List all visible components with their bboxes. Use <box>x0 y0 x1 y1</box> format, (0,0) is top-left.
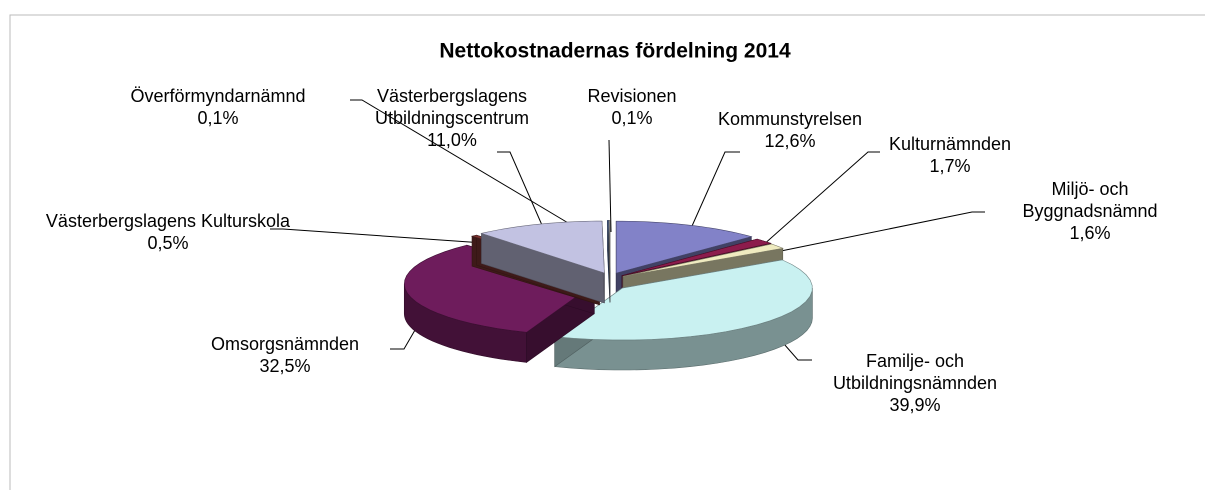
slice-value: 32,5% <box>259 356 311 376</box>
slice-name: Miljö- och Byggnadsnämnd <box>1022 179 1158 221</box>
slice-label: Revisionen 0,1% <box>562 85 702 129</box>
slice-name: Överförmyndarnämnd <box>130 86 306 106</box>
chart-frame <box>9 14 1205 490</box>
slice <box>553 259 813 371</box>
slice <box>608 220 611 303</box>
slice-top <box>608 220 611 273</box>
slice-label: Miljö- och Byggnadsnämnd 1,6% <box>990 178 1190 244</box>
slice-label: Västerbergslagens Utbildningscentrum 11,0… <box>347 85 557 151</box>
slice-value: 0,1% <box>611 108 653 128</box>
leader-line <box>350 99 591 237</box>
slice-label: Kulturnämnden 1,7% <box>850 133 1050 177</box>
slice-value: 1,7% <box>929 156 971 176</box>
slice-label: Kommunstyrelsen 12,6% <box>690 108 890 152</box>
slice-name: Kommunstyrelsen <box>717 109 863 129</box>
leader-line <box>761 151 880 247</box>
slice-top <box>622 243 784 277</box>
chart-title: Nettokostnadernas fördelning 2014 <box>439 40 791 63</box>
slice-label: Familje- och Utbildningsnämnden 39,9% <box>785 350 1045 416</box>
slice-name: Omsorgsnämnden <box>210 334 360 354</box>
slice-top <box>615 220 753 274</box>
slice-value: 39,9% <box>889 395 941 415</box>
slice-top <box>403 244 595 333</box>
leader-line <box>608 139 612 233</box>
slice-top <box>480 220 605 274</box>
slice-label: Överförmyndarnämnd 0,1% <box>111 85 326 129</box>
slice-name: Västerbergslagens Utbildningscentrum <box>374 86 530 128</box>
slice-name: Kulturnämnden <box>888 134 1012 154</box>
slice-name: Familje- och Utbildningsnämnden <box>832 351 998 393</box>
leader-line <box>497 151 546 233</box>
slice-value: 11,0% <box>427 130 477 150</box>
leader-line <box>687 151 740 236</box>
slice <box>480 220 605 304</box>
slice-value: 12,6% <box>764 131 816 151</box>
slice-value: 0,1% <box>197 108 239 128</box>
slice-label: Omsorgsnämnden 32,5% <box>175 333 395 377</box>
slice-value: 1,6% <box>1069 223 1111 243</box>
slice-top <box>621 238 772 276</box>
pie <box>403 220 813 371</box>
leader-line <box>775 211 985 253</box>
slice-top <box>553 259 813 341</box>
leader-lines <box>270 99 985 361</box>
slices <box>403 220 813 371</box>
slice-name: Västerbergslagens Kulturskola <box>45 211 291 231</box>
slice-label: Västerbergslagens Kulturskola 0,5% <box>38 210 298 254</box>
slice-value: 0,5% <box>147 233 189 253</box>
leader-line <box>270 228 485 244</box>
slice-name: Revisionen <box>587 86 677 106</box>
